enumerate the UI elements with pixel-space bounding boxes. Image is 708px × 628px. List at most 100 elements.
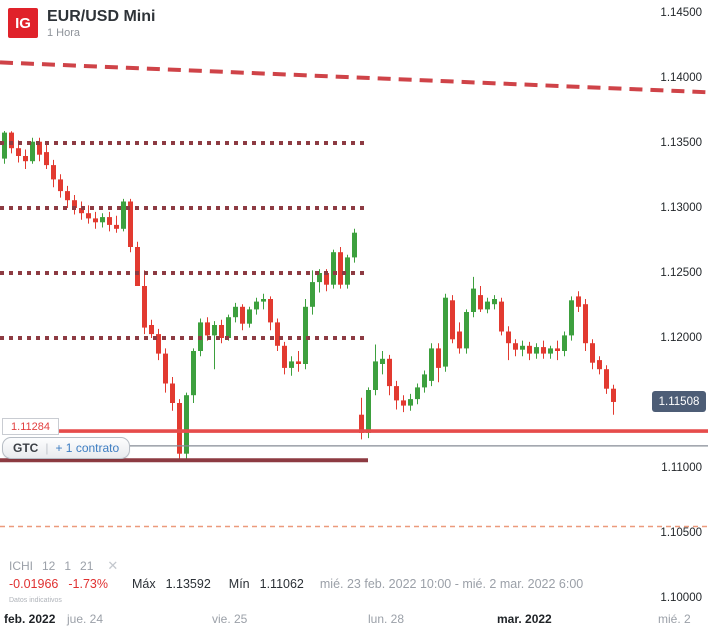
candle-body-up [408, 399, 413, 406]
candle-body-down [611, 388, 616, 402]
candle-body-up [289, 361, 294, 368]
candle-body-up [366, 390, 371, 433]
candle-body-up [422, 374, 427, 388]
candle-body-down [205, 322, 210, 336]
date-range: mié. 23 feb. 2022 10:00 - mié. 2 mar. 20… [319, 577, 584, 591]
candle-body-down [499, 301, 504, 332]
candle-body-down [240, 306, 245, 324]
candle-body-down [282, 345, 287, 368]
candle-body-down [23, 156, 28, 162]
candle-body-up [254, 301, 259, 310]
timeframe-label[interactable]: 1 Hora [47, 27, 81, 39]
candle-body-down [436, 348, 441, 368]
candle-body-down [597, 360, 602, 370]
candle-body-up [429, 348, 434, 381]
candle-body-down [590, 343, 595, 363]
candle-body-down [457, 331, 462, 349]
time-axis-label: mié. 2 [658, 612, 691, 626]
indicator-name[interactable]: ICHI [9, 559, 33, 573]
candle-body-down [177, 403, 182, 454]
gtc-order-button[interactable]: GTC | + 1 contrato [2, 437, 131, 459]
ig-logo-icon[interactable]: IG [8, 8, 38, 38]
candle-body-up [247, 309, 252, 324]
last-price-badge: 1.11508 [652, 391, 706, 412]
candle-body-up [492, 299, 497, 305]
candle-body-up [191, 351, 196, 396]
candle-body-up [562, 335, 567, 351]
change-value: -0.01966 [9, 577, 59, 591]
order-price-label[interactable]: 1.11284 [2, 418, 59, 435]
candle-body-down [142, 286, 147, 328]
add-contract-button[interactable]: + 1 contrato [55, 441, 120, 455]
candle-body-up [464, 312, 469, 349]
gtc-label[interactable]: GTC [13, 441, 39, 455]
candle-body-up [2, 132, 7, 159]
candle-body-up [534, 347, 539, 354]
price-axis-label: 1.10000 [660, 592, 702, 604]
instrument-header: IG EUR/USD Mini 1 Hora [8, 8, 155, 40]
price-axis-label: 1.13500 [660, 137, 702, 149]
candle-body-up [233, 306, 238, 318]
candle-body-up [184, 395, 189, 454]
candle-body-down [72, 200, 77, 208]
indicative-data-note: Datos indicativos [9, 597, 62, 604]
low-value: 1.11062 [259, 577, 304, 591]
candle-body-down [359, 414, 364, 433]
candle-body-down [86, 213, 91, 219]
candle-body-up [485, 301, 490, 310]
candle-body-up [317, 273, 322, 283]
candle-body-down [135, 247, 140, 286]
low-label: Mín [228, 577, 250, 591]
time-axis-label: jue. 24 [67, 612, 104, 626]
candle-body-down [268, 299, 273, 323]
candle-body-up [331, 252, 336, 285]
candle-body-down [478, 295, 483, 310]
candle-body-down [555, 348, 560, 351]
candle-body-down [450, 300, 455, 340]
candle-body-down [16, 148, 21, 156]
candle-body-up [415, 387, 420, 400]
indicator-close-icon[interactable]: ✕ [107, 558, 119, 573]
indicator-param-1: 12 [42, 559, 56, 573]
candle-body-down [51, 165, 56, 180]
candle-body-up [345, 257, 350, 285]
candle-body-down [513, 343, 518, 350]
time-axis-label: feb. 2022 [4, 612, 56, 626]
indicator-row: ICHI 12 1 21 ✕ [9, 558, 118, 574]
candle-body-up [443, 297, 448, 367]
price-axis-label: 1.14500 [660, 7, 702, 19]
candle-body-up [310, 282, 315, 307]
candle-body-down [296, 361, 301, 364]
candle-body-down [219, 325, 224, 338]
candle-body-up [121, 201, 126, 229]
candle-body-down [324, 273, 329, 285]
candle-body-down [37, 141, 42, 155]
gtc-separator: | [45, 441, 49, 455]
candle-body-down [275, 322, 280, 346]
candle-body-up [261, 299, 266, 302]
candle-body-down [527, 345, 532, 354]
price-axis-label: 1.11000 [661, 462, 702, 474]
candle-body-down [107, 217, 112, 225]
candle-body-up [352, 232, 357, 258]
price-axis-label: 1.10500 [660, 527, 702, 539]
candle-body-down [149, 325, 154, 335]
price-axis-label: 1.14000 [660, 72, 702, 84]
high-value: 1.13592 [165, 577, 211, 591]
candle-body-down [583, 304, 588, 344]
candle-body-down [338, 252, 343, 285]
candle-body-down [79, 208, 84, 214]
instrument-title: EUR/USD Mini [47, 8, 156, 25]
candle-body-down [44, 152, 49, 166]
candle-body-down [604, 369, 609, 389]
candle-body-up [30, 141, 35, 162]
candle-body-down [128, 201, 133, 247]
candle-body-down [93, 218, 98, 223]
candle-body-down [394, 386, 399, 401]
candle-body-down [506, 331, 511, 344]
indicator-param-3: 21 [80, 559, 94, 573]
price-axis-label: 1.12000 [660, 332, 702, 344]
candle-body-up [569, 300, 574, 336]
